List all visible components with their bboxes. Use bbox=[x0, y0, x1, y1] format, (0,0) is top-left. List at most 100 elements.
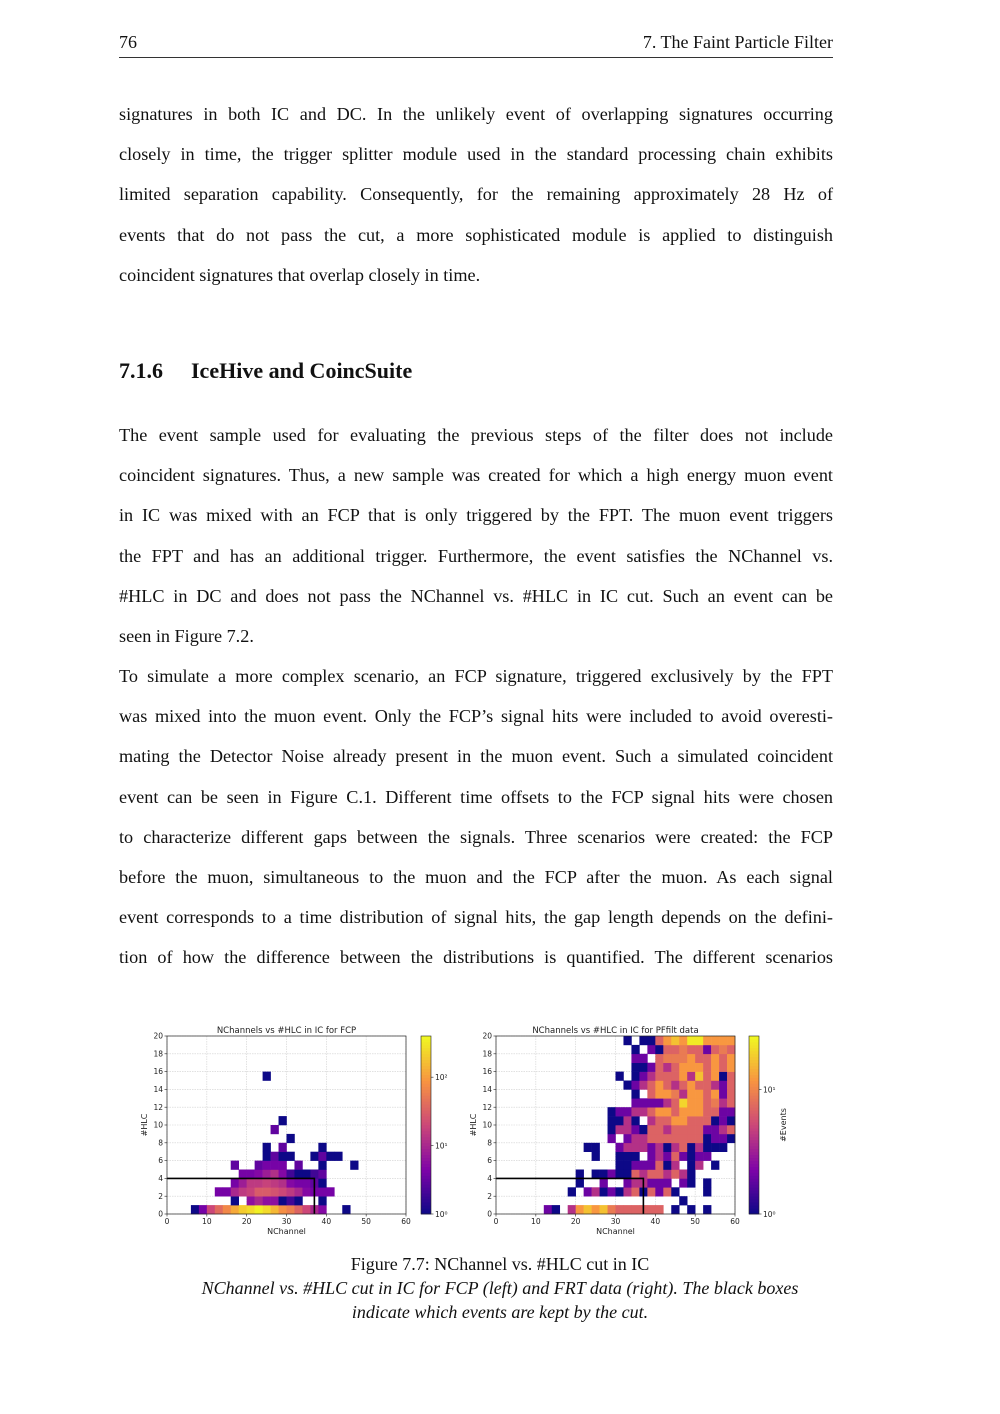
heatmap-cell bbox=[679, 1044, 688, 1055]
heatmap-cell bbox=[278, 1151, 287, 1161]
colorbar-segment bbox=[749, 1151, 759, 1156]
heatmap-cell bbox=[615, 1116, 624, 1126]
colorbar-segment bbox=[421, 1190, 431, 1194]
colorbar-segment bbox=[749, 1116, 759, 1120]
colorbar-segment bbox=[749, 1092, 759, 1096]
heatmap-cell bbox=[695, 1098, 704, 1108]
heatmap-cell bbox=[631, 1169, 640, 1179]
heatmap-cell bbox=[647, 1036, 656, 1046]
colorbar-segment bbox=[421, 1038, 431, 1043]
heatmap-cell bbox=[695, 1116, 704, 1126]
colorbar-segment bbox=[749, 1196, 759, 1200]
colorbar-segment bbox=[749, 1187, 759, 1191]
colorbar-segment bbox=[749, 1181, 759, 1185]
colorbar-segment bbox=[749, 1050, 759, 1055]
colorbar-segment bbox=[749, 1125, 759, 1129]
heatmap-cell bbox=[575, 1169, 584, 1179]
heatmap-cell bbox=[254, 1205, 263, 1215]
colorbar-segment bbox=[749, 1160, 759, 1164]
heatmap-cell bbox=[222, 1187, 232, 1197]
heatmap-cell bbox=[318, 1169, 327, 1179]
heatmap-cell bbox=[615, 1187, 624, 1197]
text-line: event can be seen in Figure C.1. Differe… bbox=[119, 786, 833, 807]
heatmap-cell bbox=[238, 1187, 247, 1197]
heatmap-cell bbox=[719, 1071, 728, 1081]
heatmap-cell bbox=[631, 1142, 640, 1152]
heatmap-cell bbox=[663, 1169, 672, 1179]
figure-caption-title: Figure 7.7: NChannel vs. #HLC cut in IC bbox=[350, 1254, 650, 1274]
heatmap-cell bbox=[246, 1187, 255, 1197]
heatmap-cell bbox=[631, 1080, 640, 1090]
colorbar-segment bbox=[749, 1119, 759, 1123]
colorbar-segment bbox=[421, 1044, 431, 1049]
heatmap-cell bbox=[318, 1151, 327, 1161]
text-line: closely in time, the trigger splitter mo… bbox=[119, 144, 833, 165]
heatmap-cell bbox=[655, 1098, 664, 1108]
heatmap-cell bbox=[727, 1053, 736, 1063]
heatmap-cell bbox=[719, 1107, 728, 1117]
heatmap-cell bbox=[687, 1080, 696, 1090]
heatmap-cell bbox=[727, 1071, 736, 1081]
heatmap-cell bbox=[318, 1178, 327, 1188]
heatmap-cell bbox=[623, 1160, 632, 1170]
page-number: 76 bbox=[119, 32, 137, 52]
heatmap-cell bbox=[703, 1116, 712, 1126]
heatmap-cell bbox=[687, 1160, 696, 1170]
colorbar-segment bbox=[749, 1154, 759, 1159]
heatmap-cell bbox=[663, 1187, 672, 1197]
heatmap-cell bbox=[711, 1080, 720, 1090]
heatmap-cell bbox=[647, 1151, 656, 1161]
heatmap-cell bbox=[711, 1125, 720, 1135]
heatmap-cell bbox=[607, 1169, 616, 1179]
x-axis-label: NChannel bbox=[596, 1227, 635, 1236]
heatmap-cell bbox=[703, 1098, 712, 1108]
heatmap-cell bbox=[687, 1098, 696, 1108]
heatmap-cell bbox=[623, 1133, 632, 1144]
heatmap-cell bbox=[326, 1187, 335, 1197]
heatmap-cell bbox=[695, 1080, 704, 1090]
heatmap-cell bbox=[663, 1160, 672, 1170]
heatmap-cell bbox=[639, 1036, 648, 1046]
heatmap-cell bbox=[695, 1160, 704, 1170]
colorbar-segment bbox=[749, 1122, 759, 1126]
heatmap-cell bbox=[639, 1107, 648, 1117]
y-tick-label: 12 bbox=[482, 1103, 492, 1112]
text-line: coincident signatures. Thus, a new sampl… bbox=[119, 465, 833, 486]
heatmap-cell bbox=[695, 1044, 704, 1055]
heatmap-cell bbox=[254, 1169, 263, 1179]
heatmap-cell bbox=[286, 1178, 295, 1188]
colorbar-segment bbox=[421, 1101, 431, 1105]
heatmap-cell bbox=[631, 1062, 640, 1072]
y-tick-label: 14 bbox=[482, 1085, 492, 1094]
heatmap-cell bbox=[607, 1205, 616, 1215]
heatmap-cell bbox=[623, 1080, 632, 1090]
heatmap-cell bbox=[639, 1133, 648, 1144]
header-rule bbox=[119, 57, 833, 58]
colorbar-segment bbox=[421, 1092, 431, 1096]
colorbar-segment bbox=[421, 1083, 431, 1087]
heatmap-cell bbox=[206, 1205, 216, 1215]
heatmap-cell bbox=[615, 1071, 624, 1081]
heatmap-cell bbox=[711, 1107, 720, 1117]
text-line: to characterize different gaps between t… bbox=[119, 826, 833, 847]
chart-title: NChannels vs #HLC in IC for PFfilt data bbox=[532, 1026, 698, 1036]
heatmap-cell bbox=[583, 1205, 592, 1215]
heatmap-cell bbox=[607, 1107, 616, 1117]
colorbar-segment bbox=[749, 1036, 759, 1040]
x-tick-label: 30 bbox=[611, 1217, 621, 1226]
colorbar-segment bbox=[749, 1193, 759, 1197]
heatmap-cell bbox=[719, 1080, 728, 1090]
heatmap-cell bbox=[703, 1142, 712, 1152]
colorbar-segment bbox=[749, 1056, 759, 1061]
heatmap-cell bbox=[655, 1080, 664, 1090]
heatmap-cell bbox=[687, 1053, 696, 1063]
heatmap-cell bbox=[302, 1205, 311, 1215]
colorbar: 10⁰ 10¹ 10² bbox=[420, 1035, 448, 1219]
heatmap-cell bbox=[727, 1089, 736, 1099]
colorbar-segment bbox=[749, 1199, 759, 1203]
colorbar-segment bbox=[421, 1071, 431, 1075]
heatmap-cell bbox=[647, 1160, 656, 1170]
heatmap-cell bbox=[711, 1044, 720, 1055]
text-line: To simulate a more complex scenario, an … bbox=[119, 666, 833, 686]
heatmap-cell bbox=[679, 1080, 688, 1090]
